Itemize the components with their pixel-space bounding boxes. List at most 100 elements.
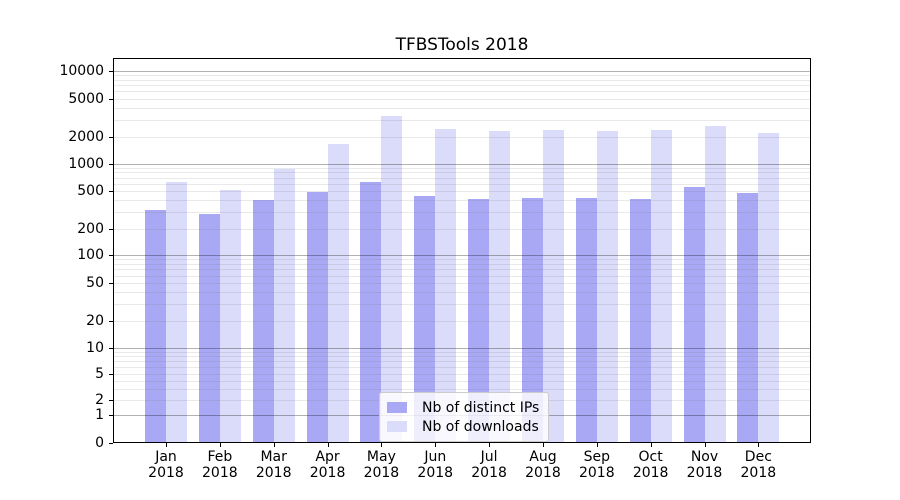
gridline-minor-400 <box>114 200 810 202</box>
x-tick-mark-mar <box>273 443 275 447</box>
bar-downloads-nov <box>704 125 726 442</box>
y-tick-label-2: 2 <box>95 392 104 409</box>
y-tick-label-10: 10 <box>86 339 104 356</box>
gridline-minor-80 <box>114 264 810 265</box>
y-tick-label-200: 200 <box>77 221 104 238</box>
bar-downloads-jun <box>435 129 457 442</box>
axis-spine-bottom <box>113 442 811 443</box>
gridline-minor-9000 <box>114 75 810 77</box>
gridline-major-1000 <box>114 163 810 165</box>
y-tick-label-5000: 5000 <box>68 90 104 107</box>
gridline-minor-20 <box>114 320 810 322</box>
legend-label-downloads: Nb of downloads <box>422 418 539 435</box>
legend-item-downloads: Nb of downloads <box>387 417 539 436</box>
gridline-minor-6 <box>114 367 810 369</box>
gridline-minor-8000 <box>114 79 810 81</box>
chart-title: TFBSTools 2018 <box>395 35 529 55</box>
bar-distinct-ips-jun <box>414 196 436 442</box>
gridline-minor-30 <box>114 304 810 306</box>
y-tick-mark-5 <box>109 374 113 376</box>
x-tick-label-mar: Mar 2018 <box>255 449 292 481</box>
gridline-minor-50 <box>114 283 810 284</box>
gridline-minor-5000 <box>114 98 810 100</box>
bar-downloads-oct <box>650 130 672 442</box>
x-tick-label-aug: Aug 2018 <box>525 449 561 481</box>
x-tick-label-apr: Apr 2018 <box>309 449 346 481</box>
x-tick-label-jun: Jun 2018 <box>417 449 454 481</box>
y-tick-label-1: 1 <box>95 407 104 423</box>
y-tick-label-10000: 10000 <box>59 63 104 79</box>
x-tick-label-nov: Nov 2018 <box>686 449 723 481</box>
gridline-minor-9 <box>114 351 810 353</box>
bar-downloads-jul <box>489 130 511 442</box>
y-tick-label-2000: 2000 <box>68 128 104 145</box>
gridline-minor-600 <box>114 183 810 185</box>
y-tick-mark-2 <box>109 400 113 402</box>
gridline-minor-3 <box>114 388 810 390</box>
y-tick-mark-20 <box>109 320 113 322</box>
gridline-minor-500 <box>114 190 810 192</box>
y-tick-label-50: 50 <box>86 275 104 291</box>
gridline-minor-300 <box>114 212 810 214</box>
gridline-minor-40 <box>114 292 810 294</box>
y-tick-mark-500 <box>109 190 113 192</box>
legend-label-distinct-ips: Nb of distinct IPs <box>422 399 540 416</box>
x-tick-mark-jan <box>166 443 167 447</box>
bar-downloads-jan <box>166 182 187 442</box>
bar-downloads-feb <box>219 189 241 442</box>
y-tick-mark-5000 <box>109 98 113 100</box>
y-tick-mark-50 <box>109 283 113 284</box>
bar-distinct-ips-sep <box>575 198 597 442</box>
x-tick-label-may: May 2018 <box>363 449 400 481</box>
y-tick-mark-10 <box>109 347 113 349</box>
gridline-minor-700 <box>114 177 810 179</box>
bar-downloads-may <box>381 115 403 442</box>
x-tick-mark-aug <box>542 443 544 447</box>
x-tick-label-jul: Jul 2018 <box>471 449 507 481</box>
x-tick-mark-oct <box>650 443 652 447</box>
legend-swatch-distinct-ips <box>387 402 407 413</box>
bar-downloads-dec <box>758 132 780 442</box>
bar-downloads-apr <box>327 144 349 442</box>
gridline-minor-7000 <box>114 85 810 87</box>
y-tick-label-1000: 1000 <box>68 155 104 172</box>
gridline-minor-4000 <box>114 107 810 109</box>
axis-spine-top <box>113 58 811 59</box>
gridline-minor-8 <box>114 356 810 358</box>
bar-distinct-ips-oct <box>629 199 651 442</box>
y-tick-mark-100 <box>109 255 113 256</box>
gridline-major-10 <box>114 347 810 349</box>
legend-item-distinct-ips: Nb of distinct IPs <box>387 398 539 417</box>
x-tick-label-dec: Dec 2018 <box>740 449 777 481</box>
y-tick-label-20: 20 <box>86 312 104 329</box>
bar-distinct-ips-jul <box>468 199 490 442</box>
y-tick-mark-200 <box>109 229 113 231</box>
bar-distinct-ips-apr <box>306 192 328 442</box>
legend-swatch-downloads <box>387 421 407 432</box>
x-tick-mark-jul <box>489 443 491 447</box>
gridline-minor-200 <box>114 229 810 231</box>
axis-spine-left <box>113 58 114 443</box>
bar-downloads-sep <box>596 130 618 442</box>
gridline-minor-7 <box>114 361 810 363</box>
bar-distinct-ips-may <box>360 182 382 442</box>
gridline-minor-900 <box>114 167 810 169</box>
y-tick-label-500: 500 <box>77 182 104 199</box>
y-tick-mark-0 <box>109 443 113 445</box>
x-tick-mark-feb <box>219 443 221 447</box>
legend: Nb of distinct IPs Nb of downloads <box>379 392 550 442</box>
bar-distinct-ips-mar <box>252 200 274 442</box>
y-tick-mark-10000 <box>109 71 113 72</box>
gridline-minor-5 <box>114 374 810 376</box>
x-tick-label-sep: Sep 2018 <box>578 449 615 481</box>
x-tick-mark-nov <box>704 443 706 447</box>
y-tick-mark-1 <box>109 415 113 416</box>
gridline-minor-2000 <box>114 136 810 138</box>
bar-downloads-aug <box>542 130 564 442</box>
axis-spine-right <box>810 58 811 443</box>
gridline-minor-60 <box>114 275 810 277</box>
bar-distinct-ips-dec <box>737 193 759 442</box>
y-tick-label-0: 0 <box>95 435 104 452</box>
bar-distinct-ips-jan <box>145 209 166 442</box>
gridline-minor-800 <box>114 172 810 174</box>
